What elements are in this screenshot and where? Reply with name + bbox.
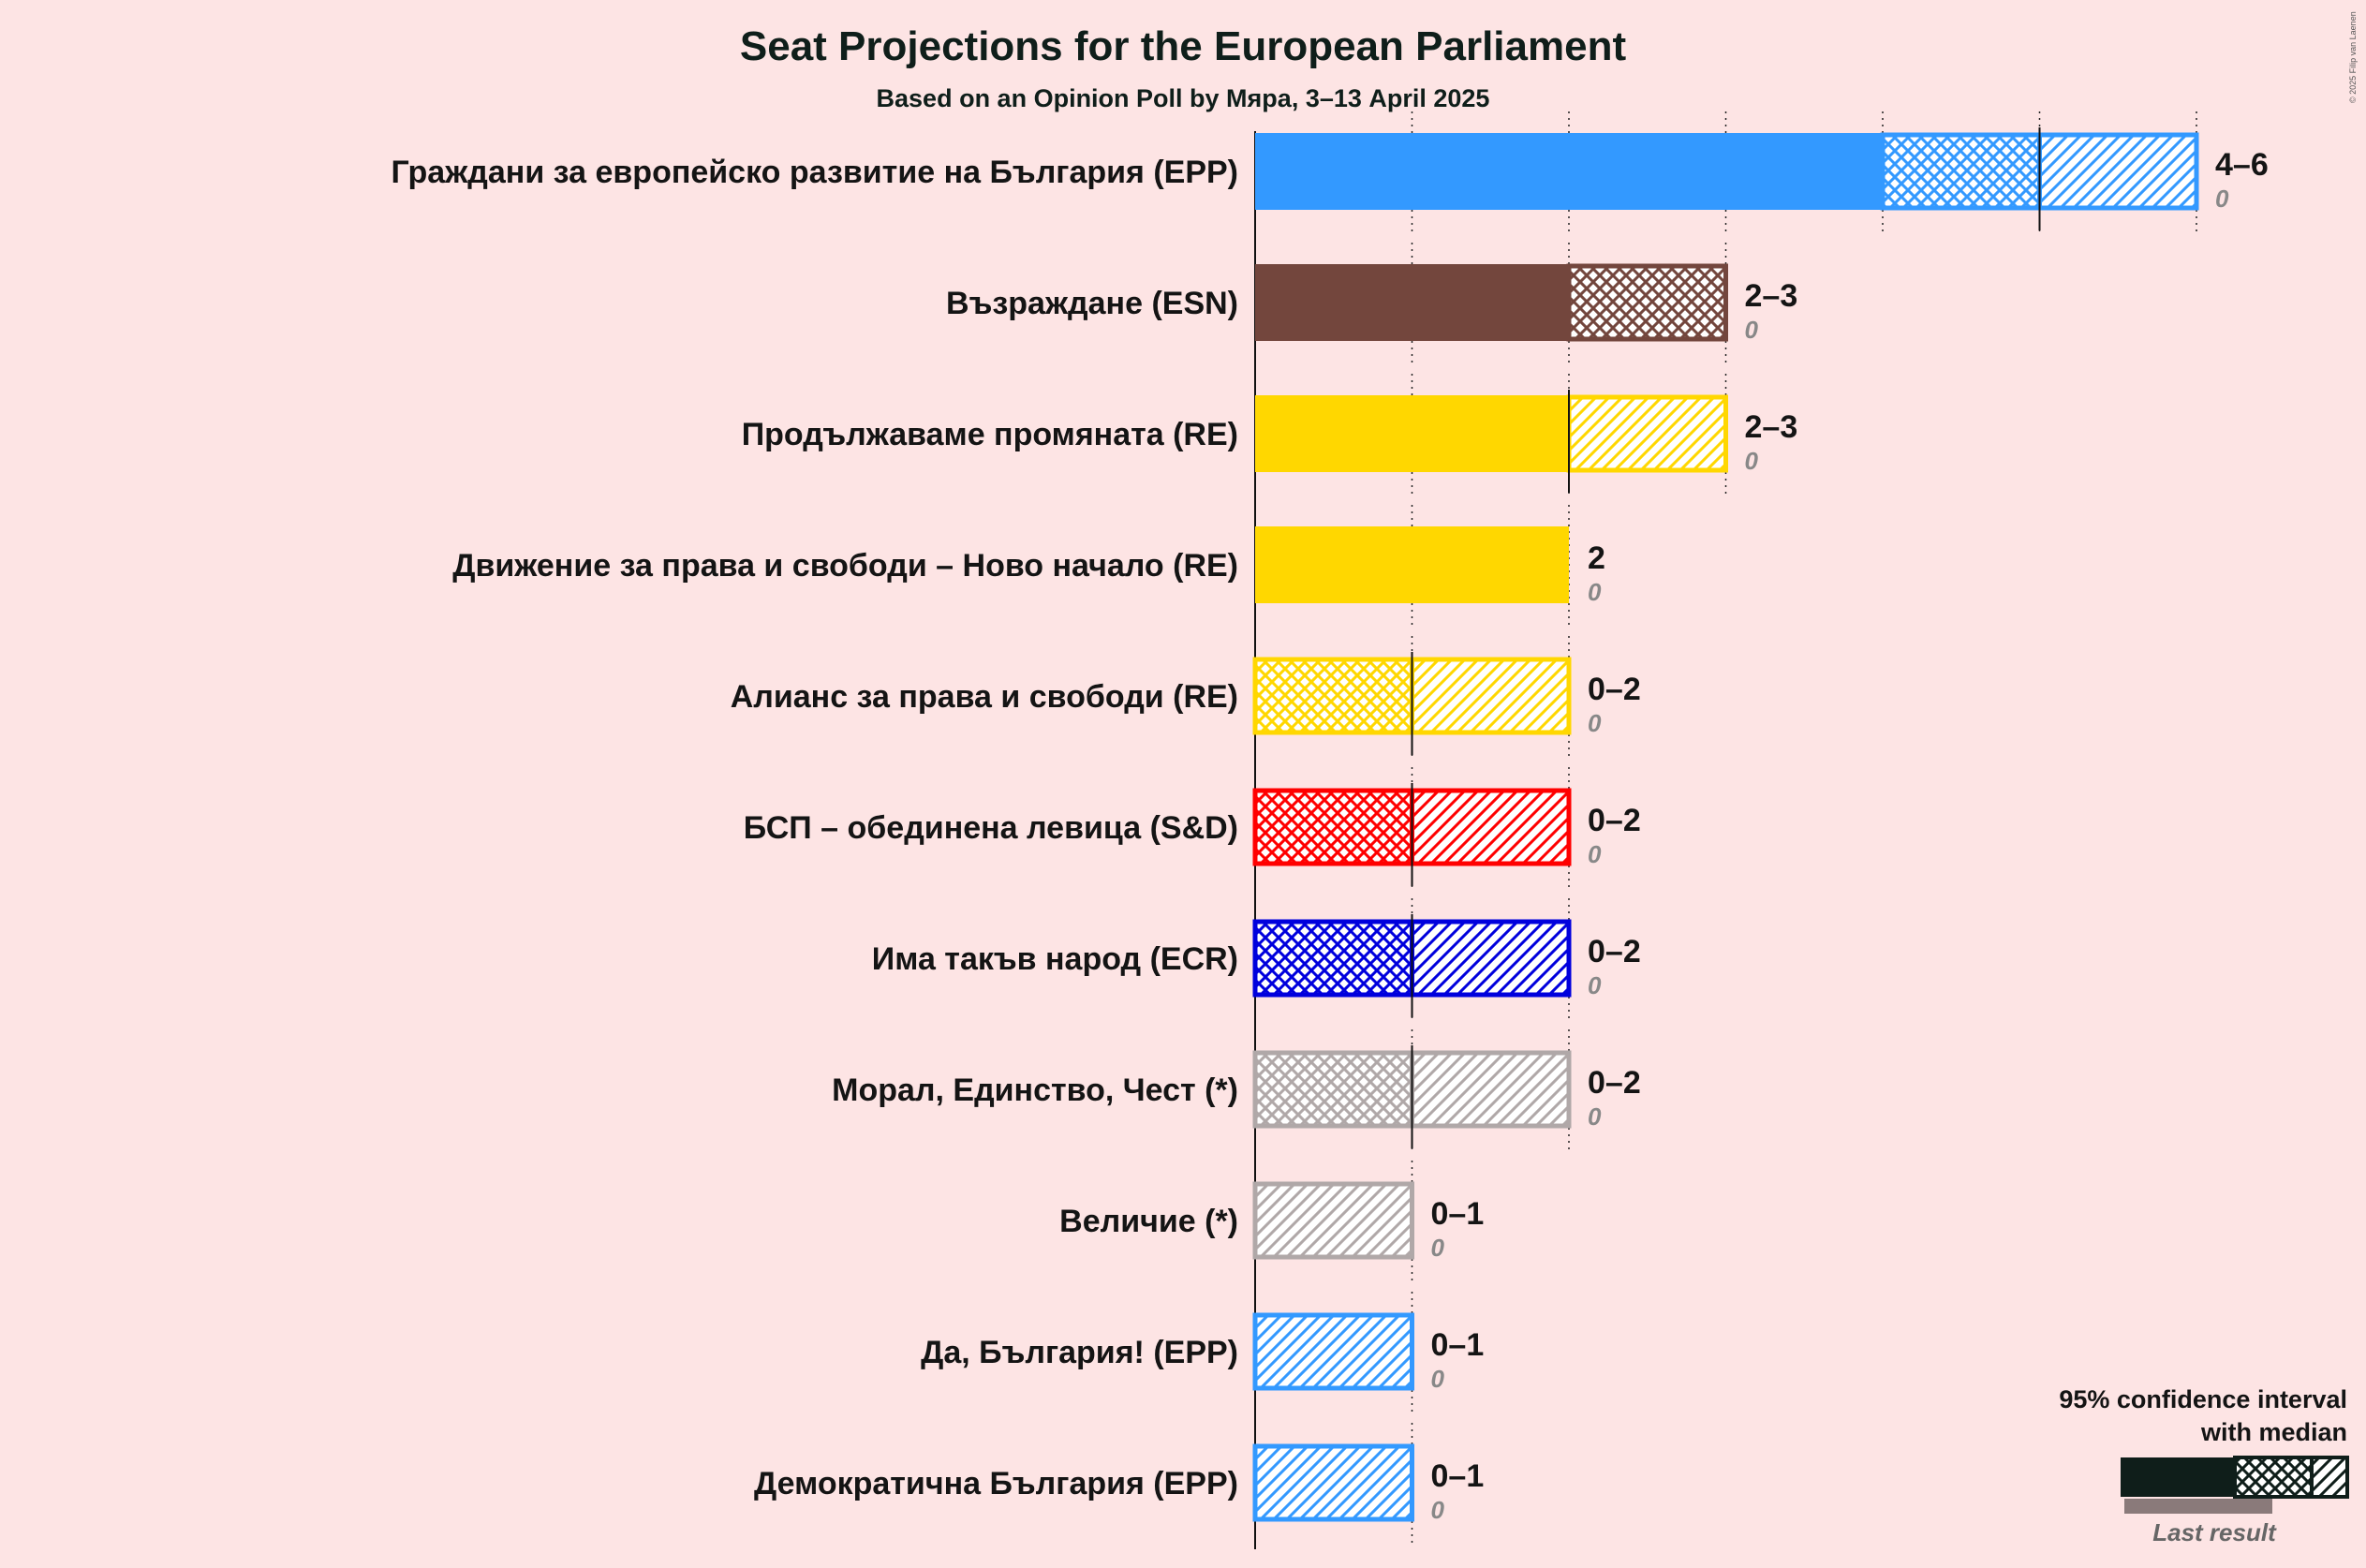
party-label: Движение за права и свободи – Ново начал… (452, 548, 1238, 584)
party-label: Алианс за права и свободи (RE) (731, 679, 1238, 715)
party-row: Алианс за права и свободи (RE) 0–20 (731, 652, 1641, 755)
bar-hatch (1410, 788, 1572, 866)
range-label: 4–6 (2215, 147, 2269, 183)
last-result-label: 0 (1588, 971, 1602, 999)
legend-crosshatch-segment (2233, 1456, 2314, 1499)
legend-last-result-label: Last result (2152, 1518, 2277, 1546)
party-row: Морал, Единство, Чест (*) 0–20 (832, 1045, 1641, 1148)
party-row: Движение за права и свободи – Ново начал… (452, 526, 1605, 606)
legend-title-line2: with median (2200, 1418, 2347, 1446)
last-result-label: 0 (1588, 709, 1602, 737)
bar-hatch (1410, 1050, 1572, 1129)
party-row: Продължаваме промяната (RE) 2–30 (742, 390, 1798, 493)
last-result-label: 0 (1588, 578, 1602, 606)
party-row: Възраждане (ESN) 2–30 (946, 263, 1798, 344)
bar-crosshatch (1252, 657, 1414, 735)
legend: 95% confidence interval with median Last… (2059, 1385, 2349, 1546)
bar-solid (1255, 395, 1569, 472)
legend-hatch-segment (2310, 1456, 2349, 1499)
bar-solid (1255, 264, 1569, 341)
party-label: Граждани за европейско развитие на Бълга… (392, 155, 1238, 190)
bars-group: Граждани за европейско развитие на Бълга… (392, 127, 2269, 1524)
bar-hatch (2037, 132, 2199, 211)
last-result-label: 0 (1745, 447, 1759, 475)
bar-hatch (1566, 394, 1728, 473)
party-label: Демократична България (EPP) (754, 1466, 1238, 1501)
last-result-label: 0 (1745, 316, 1759, 344)
party-row: Да, България! (EPP) 0–10 (921, 1312, 1485, 1393)
bar-hatch (1252, 1181, 1414, 1260)
range-label: 0–2 (1588, 1065, 1641, 1101)
legend-last-result-bar (2124, 1499, 2272, 1514)
last-result-label: 0 (1588, 1102, 1602, 1131)
party-label: Има такъв народ (ECR) (872, 941, 1238, 977)
party-label: БСП – обединена левица (S&D) (744, 810, 1238, 846)
party-row: Демократична България (EPP) 0–10 (754, 1443, 1485, 1524)
copyright-note: © 2025 Filip van Laenen (2348, 11, 2358, 103)
bar-crosshatch (1880, 132, 2042, 211)
party-label: Продължаваме промяната (RE) (742, 417, 1238, 452)
party-row: Величие (*) 0–10 (1059, 1181, 1485, 1262)
range-label: 0–2 (1588, 803, 1641, 838)
party-label: Възраждане (ESN) (946, 286, 1238, 321)
party-label: Да, България! (EPP) (921, 1335, 1238, 1370)
chart-subtitle: Based on an Opinion Poll by Мяра, 3–13 A… (877, 84, 1490, 112)
last-result-label: 0 (1431, 1365, 1445, 1393)
bar-hatch (1252, 1312, 1414, 1391)
legend-title-line1: 95% confidence interval (2059, 1385, 2347, 1413)
range-label: 0–2 (1588, 672, 1641, 707)
range-label: 2–3 (1745, 409, 1798, 445)
range-label: 0–1 (1431, 1458, 1485, 1494)
bar-crosshatch (1252, 919, 1414, 998)
party-row: Граждани за европейско развитие на Бълга… (392, 127, 2269, 230)
bar-solid (1255, 526, 1569, 603)
legend-solid-segment (2121, 1457, 2235, 1497)
party-label: Морал, Единство, Чест (*) (832, 1072, 1238, 1108)
range-label: 0–2 (1588, 934, 1641, 969)
bar-crosshatch (1566, 263, 1728, 342)
last-result-label: 0 (2215, 185, 2229, 213)
bar-solid (1255, 133, 1883, 210)
last-result-label: 0 (1431, 1234, 1445, 1262)
party-row: Има такъв народ (ECR) 0–20 (872, 914, 1641, 1017)
range-label: 2 (1588, 540, 1605, 576)
range-label: 0–1 (1431, 1196, 1485, 1232)
party-label: Величие (*) (1059, 1204, 1238, 1239)
last-result-label: 0 (1431, 1496, 1445, 1524)
last-result-label: 0 (1588, 840, 1602, 868)
party-row: БСП – обединена левица (S&D) 0–20 (744, 783, 1641, 886)
bar-hatch (1410, 657, 1572, 735)
range-label: 0–1 (1431, 1327, 1485, 1363)
bar-crosshatch (1252, 788, 1414, 866)
chart-title: Seat Projections for the European Parlia… (740, 23, 1627, 69)
bar-hatch (1410, 919, 1572, 998)
range-label: 2–3 (1745, 278, 1798, 314)
bar-crosshatch (1252, 1050, 1414, 1129)
bar-hatch (1252, 1443, 1414, 1522)
